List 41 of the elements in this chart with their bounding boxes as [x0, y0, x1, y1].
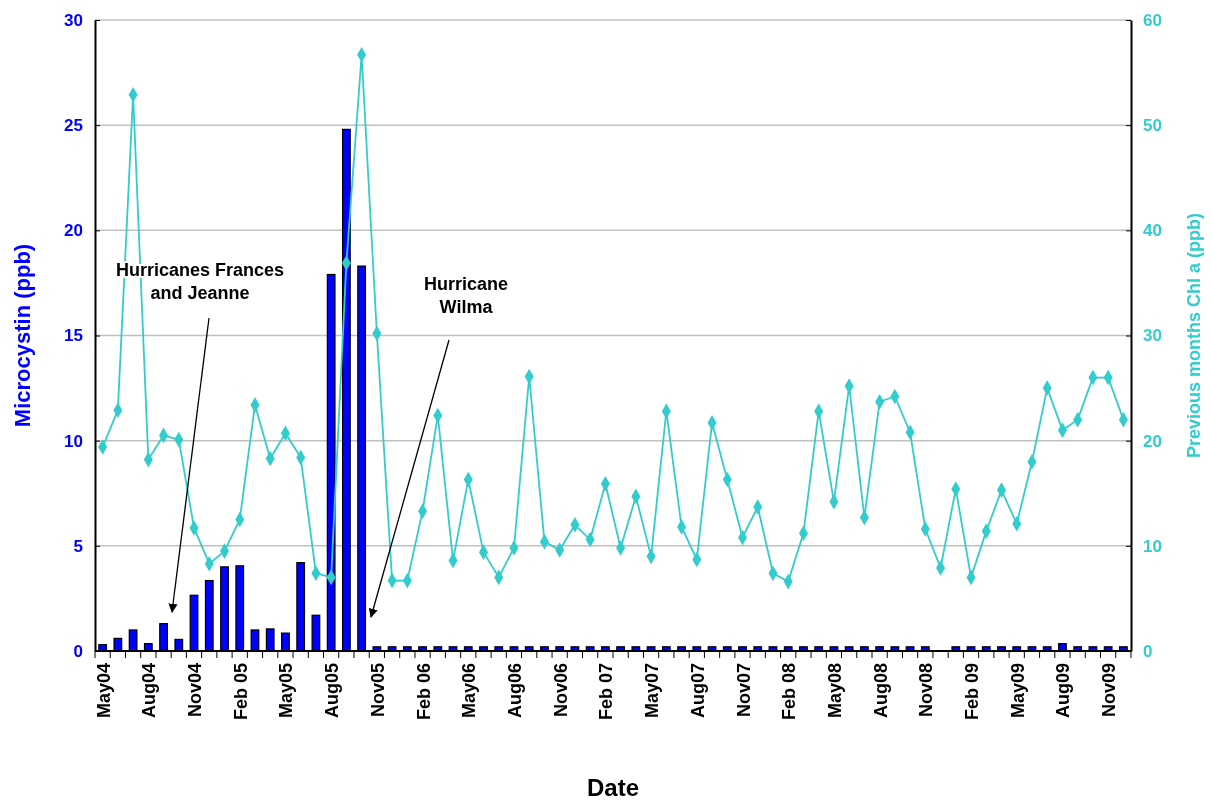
x-tick-label: May07 [642, 663, 663, 719]
x-tick-label: Feb 05 [230, 663, 251, 721]
y2-tick-label: 0 [1143, 641, 1153, 661]
x-tick-label: Feb 07 [596, 663, 617, 721]
y2-tick-label: 10 [1143, 536, 1162, 556]
x-tick-label: May04 [93, 663, 114, 719]
y-tick-label: 30 [64, 10, 83, 30]
x-axis-title: Date [586, 774, 640, 801]
y2-tick-label: 40 [1143, 221, 1162, 241]
y-tick-label: 15 [64, 326, 83, 346]
y-tick-label: 25 [64, 116, 83, 136]
x-tick-label: May06 [459, 663, 480, 719]
x-tick-label: Nov06 [550, 663, 571, 718]
x-tick-label: Feb 06 [413, 663, 434, 721]
annotation: Hurricane Wilma [423, 274, 509, 317]
x-tick-label: Aug06 [504, 663, 525, 719]
y2-tick-label: 30 [1143, 326, 1162, 346]
x-tick-label: Nov08 [916, 663, 937, 718]
x-tick-label: Nov09 [1099, 663, 1120, 718]
y2-tick-label: 20 [1143, 431, 1162, 451]
y-tick-label: 10 [64, 431, 83, 451]
x-tick-label: May05 [276, 663, 297, 719]
x-tick-label: Aug07 [687, 663, 708, 719]
y-tick-label: 0 [73, 641, 83, 661]
x-tick-label: May08 [824, 663, 845, 719]
x-tick-label: Aug05 [322, 663, 343, 719]
x-tick-label: Aug04 [139, 663, 160, 719]
y2-axis-title: Previous months Chl a (ppb) [1184, 212, 1204, 459]
x-tick-label: Aug09 [1053, 663, 1074, 719]
x-tick-label: May09 [1007, 663, 1028, 719]
x-tick-label: Nov07 [733, 663, 754, 718]
y-tick-label: 5 [73, 536, 83, 556]
x-tick-label: Nov04 [185, 663, 206, 718]
y2-tick-label: 60 [1143, 10, 1162, 30]
x-tick-label: Nov05 [367, 663, 388, 718]
x-tick-label: Feb 08 [779, 663, 800, 721]
x-tick-label: Feb 09 [962, 663, 983, 721]
y2-tick-label: 50 [1143, 116, 1162, 136]
x-tick-label: Aug08 [870, 663, 891, 719]
y-tick-label: 20 [64, 221, 83, 241]
y-axis-title: Microcystin (ppb) [10, 243, 35, 428]
